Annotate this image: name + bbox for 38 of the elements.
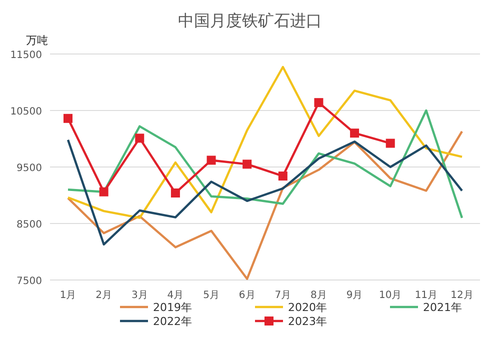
y-tick-label: 9500 [16, 163, 42, 174]
x-tick-label: 4月 [167, 290, 184, 301]
line-series [66, 109, 464, 219]
x-tick-label: 9月 [346, 290, 363, 301]
point [99, 187, 108, 196]
point [135, 134, 144, 143]
point [64, 114, 72, 123]
legend-label: 2023年 [288, 315, 327, 328]
x-tick-label: 12月 [450, 290, 474, 301]
line-series [66, 66, 464, 219]
x-tick-label: 7月 [274, 290, 292, 301]
y-axis-title: 万吨 [26, 34, 48, 47]
x-tick-label: 10月 [378, 290, 402, 301]
y-tick-label: 10500 [10, 106, 42, 118]
x-tick-label: 1月 [60, 290, 76, 301]
point [278, 172, 288, 181]
point [170, 188, 180, 198]
x-tick-label: 3月 [131, 290, 148, 301]
legend-label: 2019年 [153, 301, 192, 314]
point [242, 160, 252, 169]
x-tick-label: 8月 [310, 290, 327, 301]
point [206, 156, 216, 165]
line-series [66, 138, 464, 246]
x-tick-label: 2月 [96, 290, 112, 301]
legend-label: 2021年 [423, 301, 462, 314]
y-tick-label: 7500 [16, 276, 42, 287]
legend-label: 2020年 [288, 301, 327, 314]
point [350, 128, 360, 138]
line-series [66, 130, 464, 280]
x-tick-label: 11月 [414, 290, 438, 301]
x-tick-label: 5月 [203, 290, 220, 301]
x-tick-label: 6月 [238, 290, 256, 301]
y-tick-label: 8500 [16, 220, 42, 230]
chart-title: 中国月度铁矿石进口 [178, 11, 322, 30]
legend-label: 2022年 [153, 315, 192, 328]
y-tick-label: 11500 [10, 50, 42, 61]
point [386, 138, 395, 148]
point [314, 98, 324, 108]
